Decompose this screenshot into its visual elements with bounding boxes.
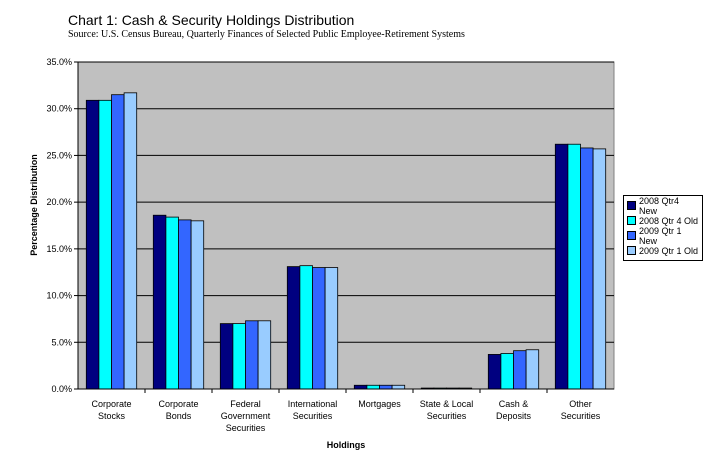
x-tick-label: Securities	[293, 411, 333, 421]
legend-swatch	[627, 201, 636, 210]
x-tick-label: Mortgages	[358, 399, 401, 409]
x-tick-label: Stocks	[98, 411, 126, 421]
bar	[592, 148, 607, 390]
bar	[85, 99, 100, 390]
bar	[324, 267, 339, 390]
x-tick-label: Securities	[427, 411, 467, 421]
bar	[299, 265, 313, 390]
legend-item: 2008 Qtr4 New	[627, 195, 699, 216]
bar	[178, 219, 192, 390]
x-tick-label: State & Local	[420, 399, 474, 409]
y-tick-label: 30.0%	[46, 104, 72, 114]
bar	[165, 216, 179, 390]
chart-title: Chart 1: Cash & Security Holdings Distri…	[68, 12, 355, 28]
bar	[312, 267, 326, 390]
bar	[554, 143, 569, 390]
bar	[123, 92, 138, 390]
legend: 2008 Qtr4 New 2008 Qtr 4 Old 2009 Qtr 1 Ne…	[623, 195, 703, 261]
y-tick-label: 20.0%	[46, 197, 72, 207]
legend-label: 2008 Qtr4 New	[639, 195, 680, 216]
legend-swatch	[627, 231, 636, 240]
y-tick-label: 15.0%	[46, 244, 72, 254]
x-tick-label: Securities	[561, 411, 601, 421]
x-tick-label: Corporate	[158, 399, 198, 409]
bar	[245, 320, 259, 390]
bar	[500, 353, 514, 390]
y-tick-label: 25.0%	[46, 150, 72, 160]
y-axis-ticks: 0.0% 5.0% 10.0% 15.0% 20.0% 25.0% 30.0% 35.0%	[46, 57, 78, 394]
bar	[525, 349, 540, 390]
bar	[391, 384, 406, 390]
bar	[257, 320, 272, 390]
bars	[85, 92, 607, 390]
bar	[219, 323, 234, 390]
x-axis-ticks: Corporate Stocks Corporate Bonds Federal Gove…	[91, 389, 601, 433]
x-tick-label: Other	[569, 399, 592, 409]
x-tick-label: Securities	[226, 423, 266, 433]
legend-item: 2009 Qtr 1 Old	[627, 243, 699, 258]
bar	[190, 220, 205, 390]
y-tick-label: 10.0%	[46, 291, 72, 301]
x-tick-label: Federal	[230, 399, 261, 409]
y-tick-label: 35.0%	[46, 57, 72, 67]
bar	[580, 147, 594, 390]
y-tick-label: 5.0%	[51, 337, 72, 347]
x-tick-label: Deposits	[496, 411, 532, 421]
x-tick-label: Government	[221, 411, 271, 421]
x-tick-label: Cash &	[499, 399, 529, 409]
legend-label: 2009 Qtr 1 Old	[639, 245, 699, 256]
legend-label: 2009 Qtr 1 New	[639, 225, 682, 246]
y-axis-label: Percentage Distribution	[29, 154, 39, 256]
legend-label: 2008 Qtr 4 Old	[639, 215, 699, 226]
legend-item: 2009 Qtr 1 New	[627, 225, 699, 246]
bar	[353, 384, 368, 390]
legend-swatch	[627, 246, 636, 255]
chart-subtitle: Source: U.S. Census Bureau, Quarterly Fi…	[68, 29, 465, 40]
bar	[111, 94, 125, 390]
x-axis-label: Holdings	[327, 440, 366, 450]
legend-swatch	[627, 216, 636, 225]
bar	[487, 354, 502, 390]
legend-item: 2008 Qtr 4 Old	[627, 213, 699, 228]
bar	[513, 350, 527, 390]
bar	[567, 143, 581, 390]
x-tick-label: International	[288, 399, 338, 409]
y-tick-label: 0.0%	[51, 384, 72, 394]
bar	[98, 99, 112, 390]
x-tick-label: Corporate	[91, 399, 131, 409]
bar	[379, 384, 393, 390]
bar	[232, 323, 246, 390]
bar	[366, 384, 380, 390]
bar	[152, 214, 167, 390]
bar	[286, 266, 301, 390]
x-tick-label: Bonds	[166, 411, 192, 421]
